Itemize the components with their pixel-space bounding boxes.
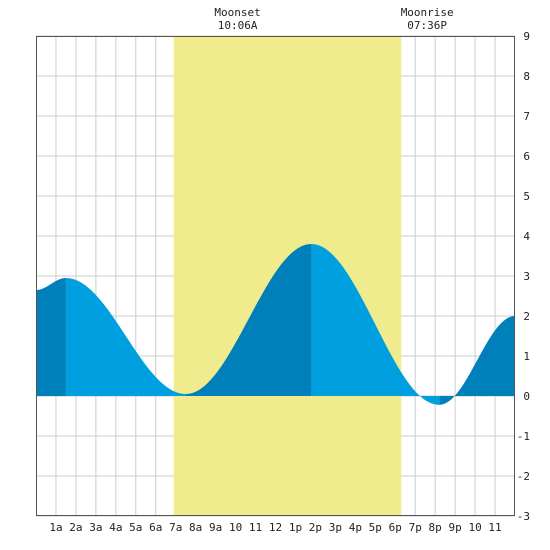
y-tick-label: 3 [523, 270, 530, 283]
x-tick-label: 12 [269, 521, 282, 534]
x-tick-label: 8p [429, 521, 442, 534]
tide-area [36, 244, 515, 405]
x-tick-label: 5a [129, 521, 142, 534]
y-tick-label: 2 [523, 310, 530, 323]
tide-rising-segment [439, 316, 515, 405]
x-tick-label: 2a [69, 521, 82, 534]
x-tick-label: 7p [409, 521, 422, 534]
y-tick-label: 6 [523, 150, 530, 163]
x-tick-label: 3a [89, 521, 102, 534]
y-tick-label: 8 [523, 70, 530, 83]
moonset-label: Moonset [214, 6, 260, 19]
x-tick-label: 11 [249, 521, 262, 534]
y-tick-label: -1 [517, 430, 530, 443]
x-axis-labels: 1a 2a 3a 4a 5a 6a 7a 8a 9a 10 11 12 1p 2p 3p 4p 5p 6p 7p 8p… [49, 521, 501, 534]
x-tick-label: 6a [149, 521, 162, 534]
y-tick-label: 7 [523, 110, 530, 123]
x-tick-label: 1p [289, 521, 302, 534]
y-tick-label: 0 [523, 390, 530, 403]
x-tick-label: 7a [169, 521, 182, 534]
x-tick-label: 9a [209, 521, 222, 534]
y-tick-label: 1 [523, 350, 530, 363]
tide-rising-segment [185, 244, 312, 396]
x-tick-label: 6p [389, 521, 402, 534]
x-tick-label: 2p [309, 521, 322, 534]
y-tick-label: -3 [517, 510, 530, 523]
y-axis-labels: 9 8 7 6 5 4 3 2 1 0 -1 -2 -3 [517, 30, 531, 523]
y-tick-label: 5 [523, 190, 530, 203]
x-tick-label: 4a [109, 521, 122, 534]
x-tick-label: 10 [468, 521, 481, 534]
x-tick-label: 11 [488, 521, 501, 534]
y-tick-label: -2 [517, 470, 530, 483]
x-tick-label: 4p [349, 521, 362, 534]
tide-falling-segment [65, 278, 186, 396]
x-tick-label: 3p [329, 521, 342, 534]
plot-frame [36, 36, 515, 516]
moonrise-time: 07:36P [407, 19, 447, 32]
x-tick-label: 10 [229, 521, 242, 534]
x-tick-label: 8a [189, 521, 202, 534]
tide-rising-segment [36, 278, 66, 396]
moonrise-label: Moonrise [401, 6, 454, 19]
y-tick-label: 9 [523, 30, 530, 43]
moonset-time: 10:06A [218, 19, 258, 32]
x-tick-label: 5p [369, 521, 382, 534]
y-tick-label: 4 [523, 230, 530, 243]
tide-falling-segment [311, 244, 440, 405]
x-tick-label: 1a [49, 521, 62, 534]
x-tick-label: 9p [449, 521, 462, 534]
plot-border [36, 36, 515, 516]
